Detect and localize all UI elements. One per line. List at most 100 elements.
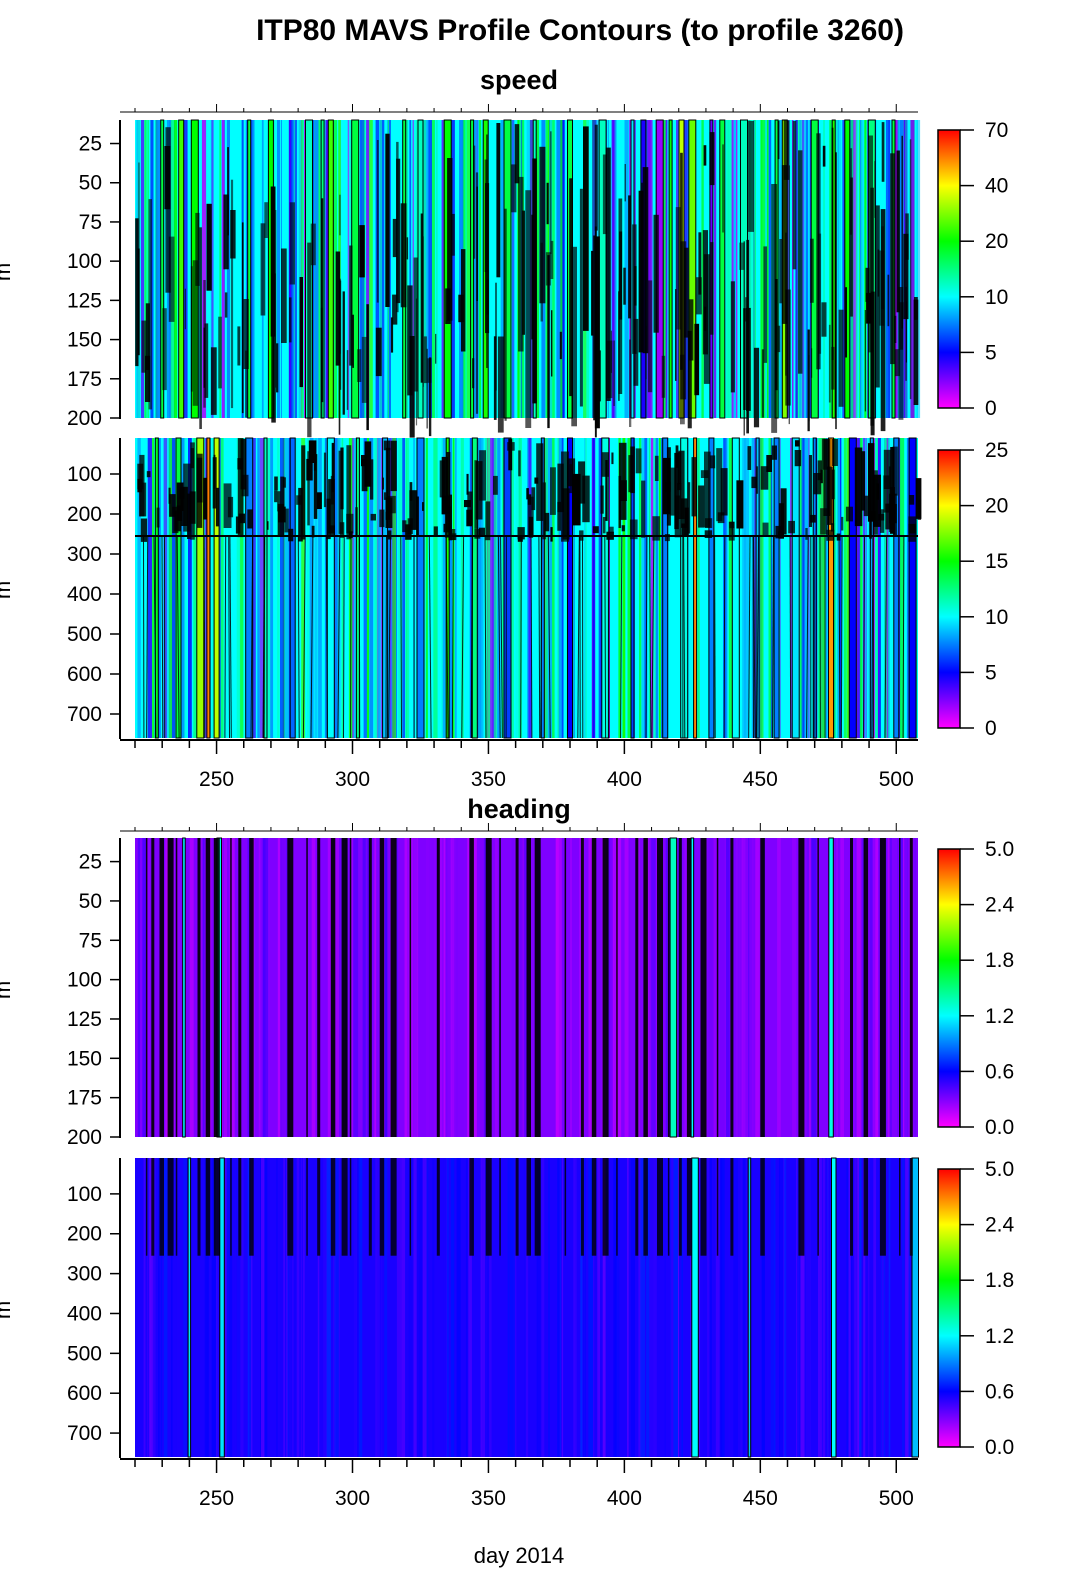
field-stripe: [611, 120, 613, 418]
field-stripe: [746, 438, 749, 738]
field-stripe: [804, 438, 809, 738]
contour-blob: [657, 1158, 663, 1256]
field-stripe: [270, 438, 273, 738]
field-stripe: [580, 1158, 583, 1457]
contour-blob: [499, 838, 501, 1137]
field-stripe: [507, 1158, 510, 1457]
field-stripe: [801, 120, 805, 418]
contour-blob: [145, 838, 148, 1137]
contour-blob: [385, 133, 390, 307]
field-stripe: [614, 120, 617, 418]
field-stripe: [495, 838, 499, 1137]
contour-blob: [850, 177, 853, 317]
contour-blob: [499, 1158, 501, 1256]
field-stripe: [529, 120, 533, 418]
field-stripe: [262, 838, 266, 1137]
contour-blob: [680, 241, 687, 400]
y-tick-label: 100: [67, 250, 102, 273]
contour-blob: [240, 439, 247, 490]
contour-blob: [883, 449, 891, 489]
contour-blob: [703, 145, 707, 166]
field-stripe: [761, 120, 766, 418]
x-tick-label: 450: [743, 768, 778, 791]
contour-blob: [678, 838, 682, 1137]
field-stripe: [446, 1158, 448, 1457]
contour-blob: [515, 838, 519, 1137]
field-stripe: [301, 438, 306, 738]
contour-blob: [546, 182, 549, 225]
field-stripe: [353, 438, 358, 738]
contour-blob: [785, 289, 791, 406]
field-stripe: [369, 438, 374, 738]
contour-blob: [176, 505, 183, 521]
field-stripe: [708, 838, 713, 1137]
field-stripe: [592, 1158, 595, 1457]
contour-blob: [357, 349, 362, 382]
contour-blob: [705, 518, 713, 528]
field-stripe: [761, 1158, 765, 1457]
field-stripe: [811, 838, 817, 1137]
field-stripe: [904, 838, 909, 1137]
field-stripe: [466, 120, 471, 418]
field-stripe: [363, 438, 367, 738]
field-stripe: [583, 1158, 586, 1457]
contour-blob: [287, 1158, 294, 1256]
field-stripe: [857, 1158, 862, 1457]
field-stripe: [317, 1158, 320, 1457]
contour-blob: [466, 473, 469, 495]
contour-blob: [517, 527, 525, 540]
contour-blob: [810, 238, 814, 303]
contour-blob: [561, 451, 569, 542]
contour-blob: [450, 213, 455, 256]
field-stripe: [465, 1158, 467, 1457]
contour-blob: [894, 315, 897, 343]
contour-blob: [476, 186, 478, 301]
field-stripe: [148, 438, 150, 738]
field-stripe: [875, 838, 878, 1137]
field-stripe: [137, 838, 140, 1137]
contour-blob: [387, 530, 392, 540]
contour-blob: [820, 469, 823, 484]
colorbar-tick-label: 70: [985, 119, 1008, 142]
field-stripe: [232, 1158, 235, 1457]
contour-blob: [277, 491, 281, 512]
field-band: [908, 437, 917, 739]
field-band: [503, 119, 512, 419]
y-tick-label: 25: [79, 133, 102, 156]
field-stripe: [183, 438, 187, 738]
contour-blob: [844, 287, 847, 358]
contour-blob: [822, 145, 826, 167]
y-tick-label: 150: [67, 329, 102, 352]
field-stripe: [422, 1158, 427, 1457]
contour-blob: [688, 299, 694, 361]
field-stripe: [709, 1158, 712, 1457]
colorbar: 0.0 0.6 1.2 1.8 2.4 5.0: [937, 1158, 1015, 1459]
contour-blob: [485, 1158, 492, 1256]
field-stripe: [869, 838, 873, 1137]
field-stripe: [400, 1158, 406, 1457]
field-stripe: [585, 438, 587, 738]
contour-blob: [195, 212, 200, 286]
field-stripe: [323, 1158, 328, 1457]
contour-blob: [674, 452, 679, 530]
contour-blob: [162, 308, 167, 391]
field-stripe: [827, 1158, 829, 1457]
contour-blob: [140, 518, 148, 542]
field-stripe: [358, 1158, 363, 1457]
contour-line: [484, 535, 487, 739]
field-stripe: [665, 838, 668, 1137]
contour-blob: [175, 1158, 178, 1256]
contour-line: [577, 535, 580, 739]
field-stripe: [525, 1158, 529, 1457]
field-stripe: [622, 438, 626, 738]
contour-blob: [592, 526, 599, 534]
field-band: [382, 437, 389, 739]
field-stripe: [174, 120, 178, 418]
contour-line: [871, 535, 874, 739]
contour-blob: [235, 516, 241, 534]
field-stripe: [236, 438, 241, 738]
contour-blob: [518, 450, 521, 477]
contour-blob: [409, 1158, 412, 1256]
contour-blob: [199, 227, 202, 429]
x-tick-label: 300: [335, 1487, 370, 1510]
